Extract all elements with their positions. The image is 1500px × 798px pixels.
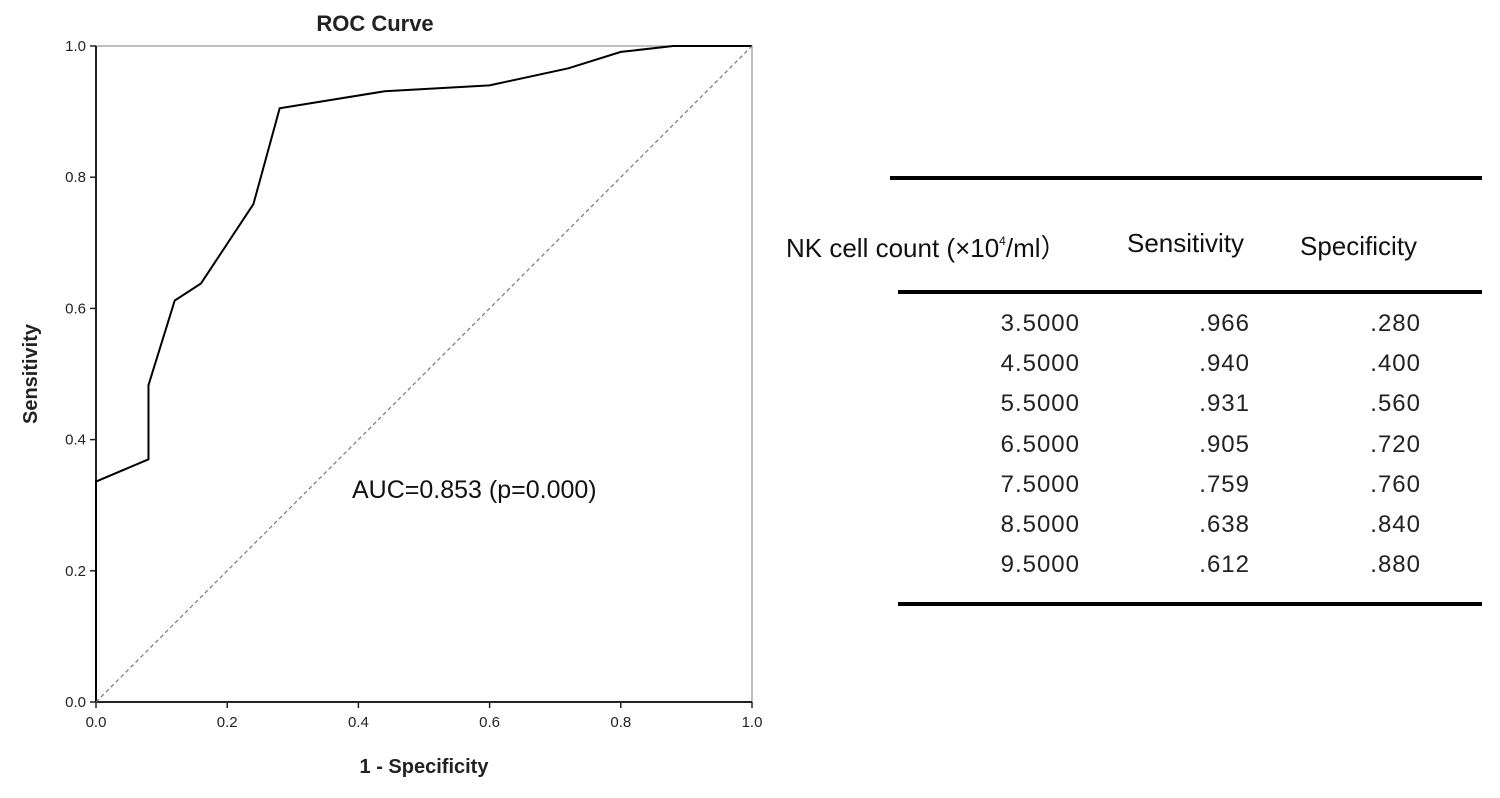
cell-sensitivity: .905 <box>1199 430 1250 458</box>
cell-nk-count: 3.5000 <box>1000 310 1080 337</box>
table-bottom-rule <box>898 602 1482 606</box>
y-tick-label: 0.8 <box>65 169 86 186</box>
cell-sensitivity: .931 <box>1199 390 1250 418</box>
x-tick-label: 0.2 <box>217 714 238 731</box>
cell-specificity: .880 <box>1370 551 1421 579</box>
cell-specificity: .280 <box>1370 310 1421 337</box>
x-tick-label: 0.6 <box>479 714 500 731</box>
y-axis-label: Sensitivity <box>20 323 42 424</box>
cell-sensitivity: .638 <box>1199 511 1250 538</box>
x-tick-label: 0.0 <box>86 714 107 731</box>
cell-specificity: .400 <box>1370 350 1421 378</box>
cell-nk-count: 7.5000 <box>1000 470 1080 498</box>
y-tick-label: 0.4 <box>65 432 86 449</box>
cell-specificity: .760 <box>1370 470 1421 498</box>
cell-nk-count: 8.5000 <box>1000 511 1080 538</box>
cell-sensitivity: .966 <box>1199 310 1250 337</box>
cell-nk-count: 6.5000 <box>1000 430 1080 458</box>
cell-sensitivity: .612 <box>1199 551 1250 579</box>
cell-specificity: .720 <box>1370 430 1421 458</box>
y-tick-label: 0.2 <box>65 563 86 580</box>
cell-specificity: .560 <box>1370 390 1421 418</box>
auc-annotation: AUC=0.853 (p=0.000) <box>352 476 597 504</box>
roc-chart: ROC Curve 0.0 0.2 0.4 0.6 0.8 1.0 0.0 0.2 0.4 0.6… <box>20 11 763 778</box>
header-nk-cell-count: NK cell count (×104/ml） <box>786 233 1067 263</box>
cell-specificity: .840 <box>1370 511 1421 538</box>
cell-sensitivity: .940 <box>1199 350 1250 378</box>
cell-nk-count: 5.5000 <box>1000 390 1080 418</box>
roc-curve-line <box>95 45 752 702</box>
chart-title: ROC Curve <box>316 11 433 36</box>
x-tick-label: 1.0 <box>742 714 763 731</box>
cell-sensitivity: .759 <box>1199 470 1250 498</box>
x-tick-label: 0.4 <box>348 714 369 731</box>
y-tick-label: 0.6 <box>65 300 86 317</box>
cell-nk-count: 4.5000 <box>1000 350 1080 378</box>
table-header-rule <box>898 290 1482 294</box>
header-sensitivity: Sensitivity <box>1127 228 1245 258</box>
reference-diagonal-line <box>95 45 753 703</box>
y-tick-label: 0.0 <box>65 694 86 711</box>
table-top-rule <box>890 176 1482 180</box>
cell-nk-count: 9.5000 <box>1000 551 1080 579</box>
x-tick-label: 0.8 <box>610 714 631 731</box>
y-tick-label: 1.0 <box>65 38 86 55</box>
header-specificity: Specificity <box>1300 231 1418 261</box>
x-axis-label: 1 - Specificity <box>360 756 490 778</box>
